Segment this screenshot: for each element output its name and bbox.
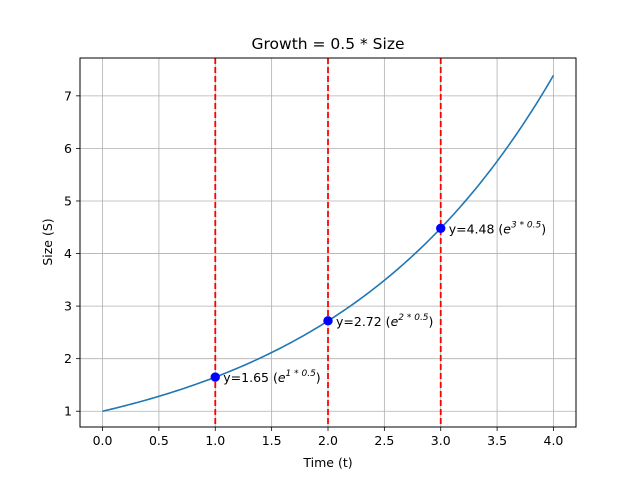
y-tick-label: 2 bbox=[64, 351, 72, 366]
x-tick-label: 2.5 bbox=[374, 433, 394, 448]
y-axis-label: Size (S) bbox=[40, 218, 55, 265]
chart-title: Growth = 0.5 * Size bbox=[251, 35, 404, 53]
y-tick-label: 5 bbox=[64, 193, 72, 208]
x-tick-label: 0.5 bbox=[149, 433, 169, 448]
x-tick-label: 3.5 bbox=[487, 433, 507, 448]
point-label-end: ) bbox=[316, 370, 321, 385]
point-annotation: y=4.48 (e3 * 0.5) bbox=[449, 220, 546, 236]
point-annotation: y=1.65 (e1 * 0.5) bbox=[223, 369, 320, 385]
point-label-exponent: 2 * 0.5 bbox=[398, 313, 429, 323]
x-tick-label: 2.0 bbox=[318, 433, 338, 448]
point-label: y=2.72 ( bbox=[336, 314, 391, 329]
x-tick-label: 0.0 bbox=[93, 433, 113, 448]
x-axis: 0.0 0.5 1.0 1.5 2.0 2.5 3.0 3.5 4.0 bbox=[93, 427, 564, 448]
x-tick-label: 1.5 bbox=[262, 433, 282, 448]
x-tick-label: 3.0 bbox=[431, 433, 451, 448]
data-point bbox=[436, 223, 446, 234]
y-axis: 1 2 3 4 5 6 7 bbox=[64, 88, 80, 419]
point-label-exponent: 1 * 0.5 bbox=[286, 369, 317, 379]
reference-lines bbox=[214, 58, 442, 427]
point-label: y=1.65 ( bbox=[223, 370, 278, 385]
point-label-exp-base: e bbox=[391, 314, 399, 329]
data-point bbox=[210, 372, 220, 382]
point-label-end: ) bbox=[429, 314, 434, 329]
point-annotation: y=2.72 (e2 * 0.5) bbox=[336, 313, 433, 329]
point-label-exponent: 3 * 0.5 bbox=[511, 220, 542, 230]
data-points bbox=[210, 223, 446, 382]
y-tick-label: 7 bbox=[64, 88, 72, 103]
x-tick-label: 4.0 bbox=[544, 433, 564, 448]
annotations: y=1.65 (e1 * 0.5)y=2.72 (e2 * 0.5)y=4.48… bbox=[223, 220, 546, 385]
y-tick-label: 1 bbox=[64, 404, 72, 419]
y-tick-label: 3 bbox=[64, 299, 72, 314]
x-axis-label: Time (t) bbox=[302, 455, 352, 470]
y-tick-label: 6 bbox=[64, 141, 72, 156]
x-tick-label: 1.0 bbox=[205, 433, 225, 448]
data-point bbox=[323, 316, 333, 326]
point-label-end: ) bbox=[541, 221, 546, 236]
point-label: y=4.48 ( bbox=[449, 221, 504, 236]
point-label-exp-base: e bbox=[278, 370, 286, 385]
y-tick-label: 4 bbox=[64, 246, 72, 261]
point-label-exp-base: e bbox=[503, 221, 511, 236]
